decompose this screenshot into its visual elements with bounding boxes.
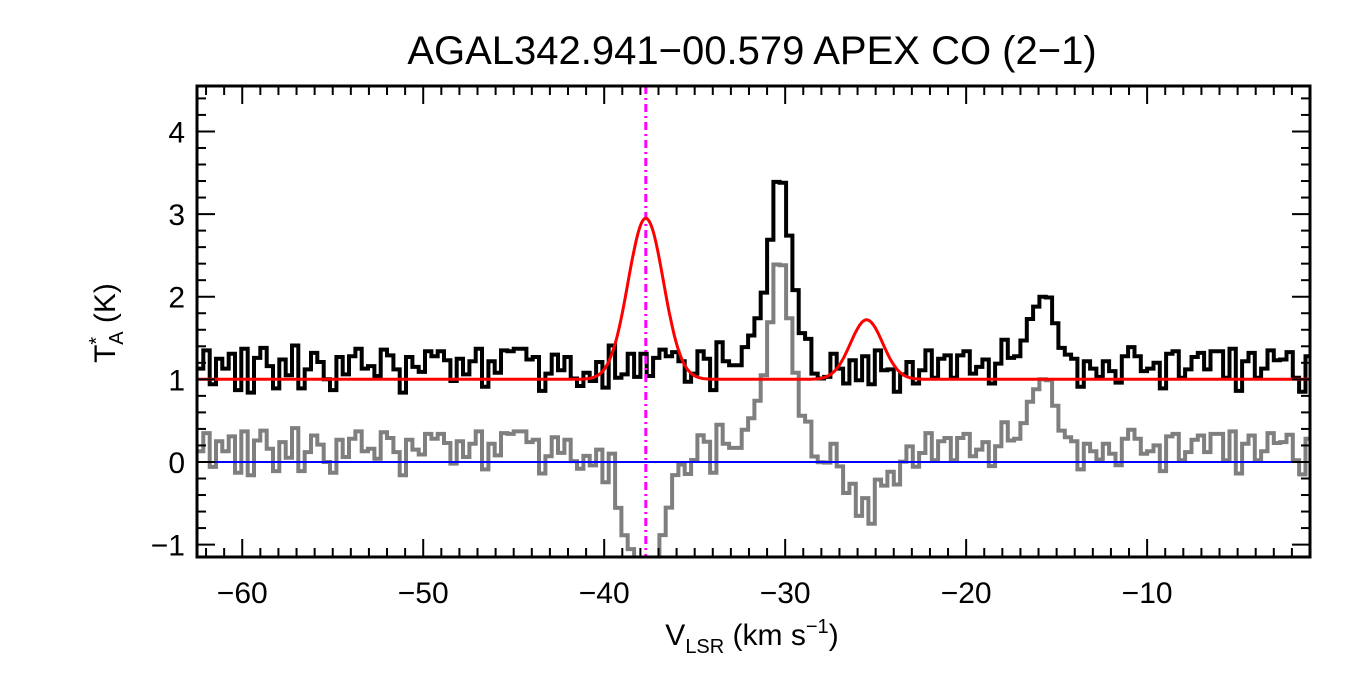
- y-axis-label-units: (K): [89, 283, 122, 331]
- x-axis-label-units-post: ): [829, 619, 839, 652]
- y-tick-label: 2: [168, 282, 185, 315]
- y-tick-label: 0: [168, 447, 185, 480]
- y-tick-label: 1: [168, 364, 185, 397]
- svg-text:T*A (K): T*A (K): [86, 283, 128, 363]
- x-tick-label: −20: [941, 577, 992, 610]
- x-axis-label-units-pre: (km s: [724, 619, 806, 652]
- y-axis-label-subscript: A: [106, 331, 128, 345]
- x-tick-label: −40: [579, 577, 630, 610]
- x-axis-label-subscript: LSR: [685, 636, 724, 658]
- y-axis-label-main: T: [89, 345, 122, 363]
- x-tick-label: −50: [398, 577, 449, 610]
- x-axis-label: VLSR (km s−1): [665, 616, 838, 658]
- gaussian-fit-series: [197, 216, 1310, 381]
- x-tick-label: −60: [217, 577, 268, 610]
- chart-title: AGAL342.941−00.579 APEX CO (2−1): [407, 29, 1096, 73]
- plot-frame: [195, 84, 1312, 559]
- y-tick-label: −1: [151, 530, 185, 563]
- y-axis-label: T*A (K): [86, 283, 128, 363]
- y-tick-label: 4: [168, 116, 185, 149]
- x-tick-label: −30: [760, 577, 811, 610]
- plot-data-layer: [197, 86, 1310, 557]
- y-axis-label-superscript: *: [86, 337, 108, 345]
- residual-series: [197, 262, 1310, 557]
- x-axis-label-units-sup: −1: [806, 616, 829, 638]
- y-tick-label: 3: [168, 199, 185, 232]
- x-axis-label-main: V: [665, 619, 685, 652]
- x-tick-label: −10: [1122, 577, 1173, 610]
